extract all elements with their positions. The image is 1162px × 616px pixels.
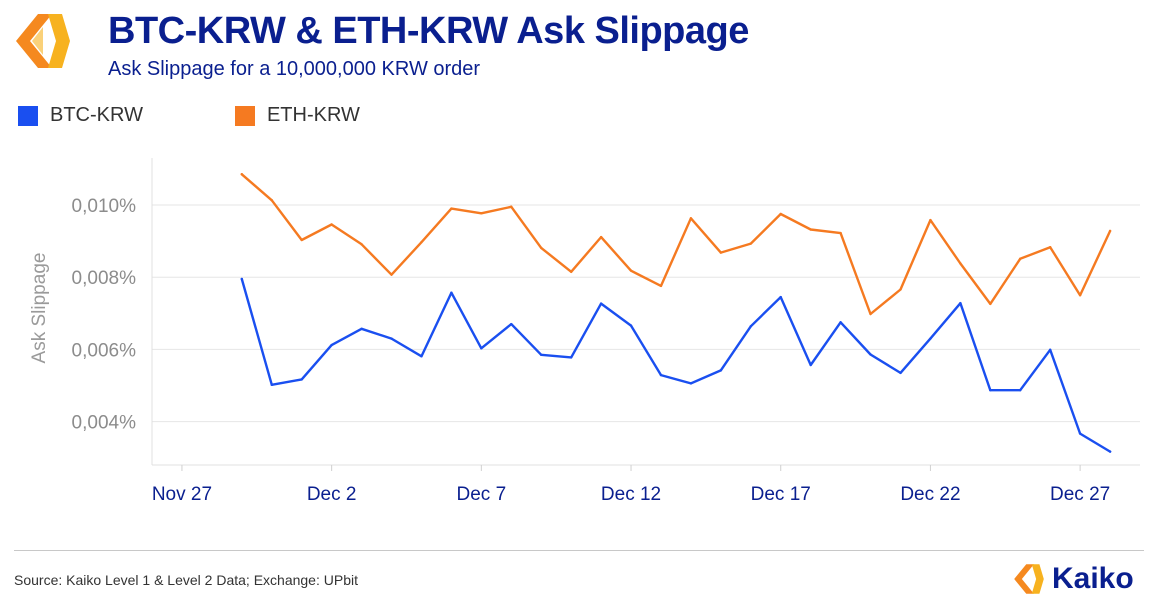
data-point-btc-krw — [540, 353, 543, 357]
data-point-btc-krw — [1078, 432, 1082, 435]
data-point-eth-krw — [689, 217, 693, 220]
data-point-btc-krw — [929, 337, 932, 340]
data-point-btc-krw — [420, 355, 423, 358]
data-point-eth-krw — [629, 269, 633, 272]
legend-swatch-btc — [18, 105, 38, 126]
data-point-btc-krw — [599, 302, 603, 305]
data-point-btc-krw — [480, 347, 483, 350]
x-tick-label: Dec 17 — [751, 484, 811, 505]
data-point-eth-krw — [569, 270, 573, 273]
data-point-btc-krw — [809, 363, 812, 367]
data-point-btc-krw — [1108, 450, 1112, 453]
data-point-btc-krw — [629, 324, 633, 327]
y-tick-label: 0,010% — [72, 196, 137, 217]
legend-item-eth[interactable]: ETH-KRW — [234, 104, 360, 127]
data-point-btc-krw — [779, 295, 782, 299]
data-point-btc-krw — [899, 371, 902, 375]
legend-label-eth: ETH-KRW — [266, 104, 360, 126]
data-point-btc-krw — [240, 277, 244, 281]
source-note: Source: Kaiko Level 1 & Level 2 Data; Ex… — [14, 572, 358, 588]
data-point-eth-krw — [1019, 257, 1022, 260]
data-point-btc-krw — [719, 369, 723, 372]
brand-logo: Kaiko — [1012, 562, 1134, 596]
data-point-eth-krw — [1078, 294, 1082, 297]
data-point-btc-krw — [330, 343, 333, 347]
x-tick-label: Dec 22 — [900, 484, 960, 505]
line-chart: 0,004% 0,006% 0,008% 0,010% Nov 27 Dec 2 Dec 7… — [29, 158, 1140, 505]
data-point-btc-krw — [510, 322, 513, 326]
data-point-btc-krw — [869, 353, 872, 356]
data-point-eth-krw — [390, 273, 393, 276]
y-tick-label: 0,004% — [72, 413, 137, 434]
data-point-eth-krw — [420, 240, 423, 244]
chart-title: BTC-KRW & ETH-KRW Ask Slippage — [108, 10, 749, 52]
y-tick-label: 0,008% — [72, 268, 137, 289]
x-tick-label: Dec 2 — [307, 484, 357, 505]
data-point-eth-krw — [270, 199, 273, 202]
y-tick-label: 0,006% — [72, 340, 137, 361]
data-point-eth-krw — [330, 223, 333, 226]
data-point-btc-krw — [1048, 348, 1052, 351]
data-point-eth-krw — [1108, 229, 1112, 233]
data-point-eth-krw — [959, 262, 962, 265]
data-point-eth-krw — [300, 238, 303, 242]
data-point-btc-krw — [450, 291, 453, 294]
data-point-btc-krw — [1019, 389, 1022, 392]
x-tick-label: Nov 27 — [152, 484, 212, 505]
data-point-eth-krw — [869, 312, 872, 316]
data-point-eth-krw — [839, 231, 842, 235]
data-point-eth-krw — [899, 288, 902, 291]
data-point-eth-krw — [929, 218, 932, 222]
y-axis-label: Ask Slippage — [29, 253, 50, 364]
data-point-btc-krw — [989, 389, 992, 392]
data-point-btc-krw — [689, 382, 693, 385]
brand-name: Kaiko — [1052, 562, 1134, 595]
data-point-btc-krw — [839, 321, 842, 324]
footer-divider — [14, 550, 1144, 551]
data-point-btc-krw — [270, 383, 273, 387]
chart-subtitle: Ask Slippage for a 10,000,000 KRW order — [108, 58, 481, 80]
data-point-eth-krw — [480, 212, 483, 215]
data-point-btc-krw — [959, 301, 962, 305]
data-point-eth-krw — [540, 246, 543, 250]
data-point-btc-krw — [749, 325, 752, 328]
data-point-eth-krw — [240, 173, 244, 176]
legend-swatch-eth — [234, 105, 255, 126]
legend: BTC-KRW ETH-KRW — [18, 104, 452, 127]
data-point-btc-krw — [360, 327, 363, 331]
data-point-eth-krw — [809, 228, 812, 231]
data-point-eth-krw — [749, 242, 752, 245]
series-line-btc-krw[interactable] — [240, 277, 1112, 453]
data-point-btc-krw — [569, 356, 573, 359]
data-point-btc-krw — [390, 337, 393, 340]
data-point-eth-krw — [779, 212, 782, 216]
data-point-eth-krw — [450, 207, 453, 210]
kaiko-brand-icon — [1014, 564, 1044, 594]
data-point-eth-krw — [719, 251, 723, 254]
series-line-eth-krw[interactable] — [240, 173, 1112, 316]
data-point-eth-krw — [360, 243, 363, 246]
legend-item-btc[interactable]: BTC-KRW — [18, 104, 143, 127]
x-tick-label: Dec 27 — [1050, 484, 1110, 505]
data-point-eth-krw — [510, 205, 513, 208]
x-tick-label: Dec 12 — [601, 484, 661, 505]
data-point-eth-krw — [1048, 246, 1052, 249]
x-tick-label: Dec 7 — [457, 484, 507, 505]
data-point-eth-krw — [989, 302, 992, 306]
legend-label-btc: BTC-KRW — [50, 104, 143, 126]
data-point-eth-krw — [599, 235, 603, 239]
data-point-eth-krw — [659, 284, 663, 288]
data-point-btc-krw — [659, 373, 663, 377]
data-point-btc-krw — [300, 378, 303, 381]
kaiko-logo-icon — [16, 14, 70, 68]
